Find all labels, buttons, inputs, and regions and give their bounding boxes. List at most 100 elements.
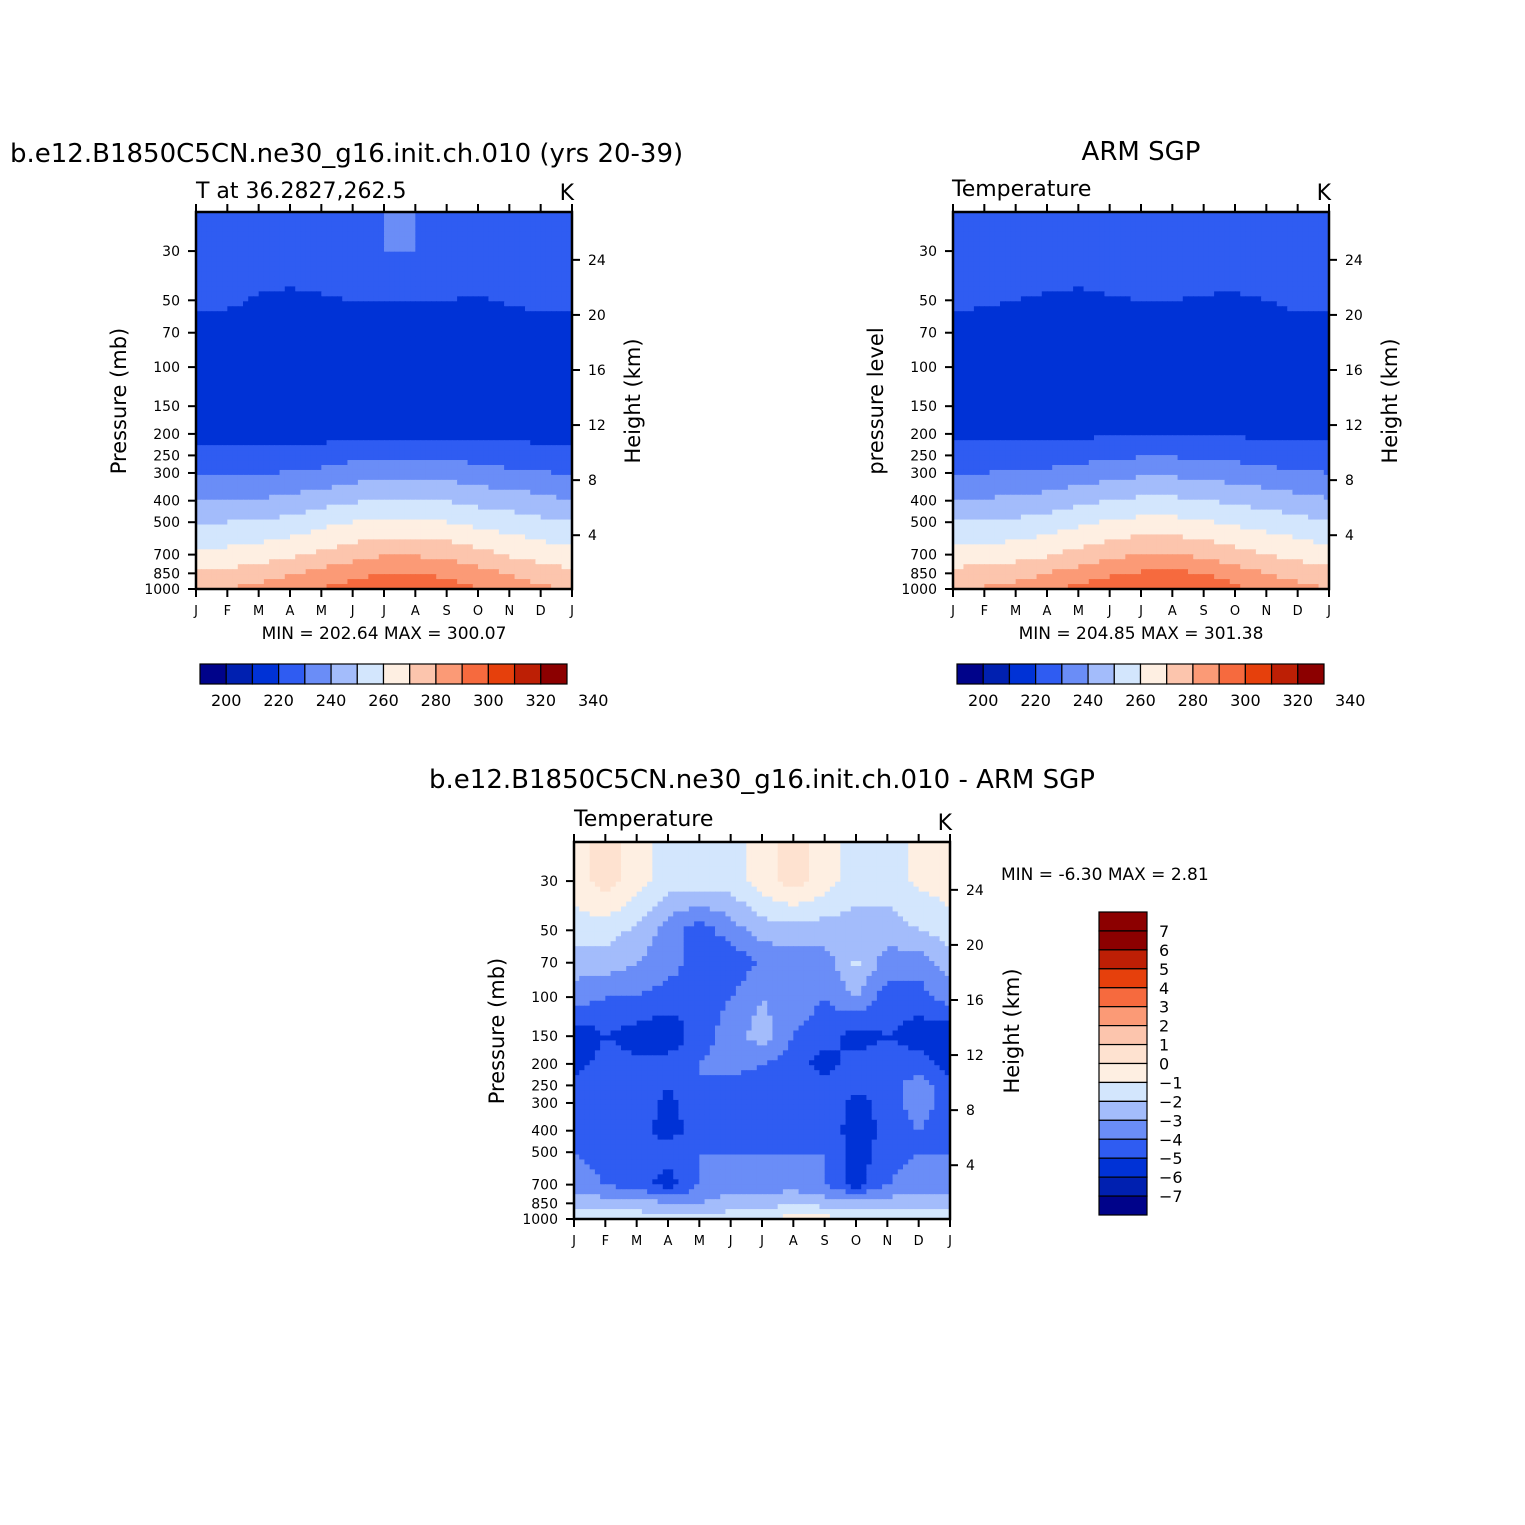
field-cell xyxy=(509,231,516,238)
field-cell xyxy=(446,539,453,545)
field-cell xyxy=(316,479,322,486)
field-cell xyxy=(404,326,411,332)
field-cell xyxy=(446,385,453,392)
field-cell xyxy=(211,350,218,357)
field-cell xyxy=(321,326,328,332)
field-cell xyxy=(342,450,349,456)
field-cell xyxy=(457,544,463,550)
field-cell xyxy=(237,529,244,536)
field-cell xyxy=(237,316,244,322)
field-cell xyxy=(425,281,432,288)
field-cell xyxy=(525,455,531,461)
field-cell xyxy=(525,469,531,476)
field-cell xyxy=(368,326,375,332)
field-cell xyxy=(384,301,390,307)
field-cell xyxy=(431,231,437,238)
field-cell xyxy=(295,425,302,431)
field-cell xyxy=(436,415,443,421)
field-cell xyxy=(316,370,322,377)
field-cell xyxy=(368,375,375,382)
field-cell xyxy=(545,241,552,248)
field-cell xyxy=(342,246,349,253)
field-cell xyxy=(321,415,328,421)
field-cell xyxy=(525,331,531,337)
field-cell xyxy=(337,340,343,347)
field-cell xyxy=(389,474,396,481)
field-cell xyxy=(420,326,427,332)
field-cell xyxy=(201,301,208,307)
field-cell xyxy=(321,519,328,526)
field-cell xyxy=(514,430,521,436)
field-cell xyxy=(274,316,281,322)
field-cell xyxy=(519,504,526,511)
field-cell xyxy=(248,524,255,531)
field-cell xyxy=(556,455,563,461)
field-cell xyxy=(378,212,385,218)
field-cell xyxy=(472,445,479,451)
field-cell xyxy=(206,425,213,431)
field-cell xyxy=(357,231,364,238)
field-cell xyxy=(201,370,208,377)
field-cell xyxy=(363,494,369,501)
field-cell xyxy=(488,395,495,402)
field-cell xyxy=(389,489,396,496)
field-cell xyxy=(305,261,312,268)
field-cell xyxy=(519,231,526,238)
field-cell xyxy=(566,410,572,416)
field-cell xyxy=(279,286,286,292)
field-cell xyxy=(331,405,338,412)
field-cell xyxy=(399,316,406,322)
field-cell xyxy=(545,261,552,268)
field-cell xyxy=(556,375,563,382)
field-cell xyxy=(545,306,552,312)
field-cell xyxy=(237,216,244,223)
field-cell xyxy=(357,445,364,451)
field-cell xyxy=(284,395,291,402)
field-cell xyxy=(451,440,458,446)
field-cell xyxy=(211,331,218,337)
field-cell xyxy=(551,281,557,288)
field-cell xyxy=(535,350,542,357)
field-cell xyxy=(540,311,547,317)
field-cell xyxy=(284,256,291,263)
field-cell xyxy=(300,405,307,412)
field-cell xyxy=(216,316,223,322)
field-cell xyxy=(316,286,322,292)
field-cell xyxy=(410,504,416,511)
field-cell xyxy=(216,484,223,491)
field-cell xyxy=(216,246,223,253)
field-cell xyxy=(415,370,422,377)
field-cell xyxy=(216,390,223,397)
field-cell xyxy=(201,484,208,491)
field-cell xyxy=(237,549,244,555)
field-cell xyxy=(519,534,526,540)
field-cell xyxy=(274,469,281,476)
field-cell xyxy=(243,326,249,332)
field-cell xyxy=(342,529,349,536)
field-cell xyxy=(237,435,244,441)
field-cell xyxy=(378,509,385,516)
field-cell xyxy=(274,415,281,421)
field-cell xyxy=(342,286,349,292)
field-cell xyxy=(420,464,427,471)
field-cell xyxy=(357,375,364,382)
field-cell xyxy=(420,445,427,451)
field-cell xyxy=(561,336,568,342)
field-cell xyxy=(232,226,239,233)
field-cell xyxy=(243,385,249,392)
field-cell xyxy=(295,514,302,521)
field-cell xyxy=(399,236,406,243)
field-cell xyxy=(498,420,505,426)
field-cell xyxy=(263,430,270,436)
field-cell xyxy=(326,489,333,496)
field-cell xyxy=(441,276,448,283)
field-cell xyxy=(216,375,223,382)
field-cell xyxy=(368,286,375,292)
field-cell xyxy=(284,504,291,511)
field-cell xyxy=(279,365,286,372)
field-cell xyxy=(566,336,572,342)
field-cell xyxy=(222,286,228,292)
field-cell xyxy=(389,261,396,268)
field-cell xyxy=(498,370,505,377)
field-cell xyxy=(373,425,380,431)
